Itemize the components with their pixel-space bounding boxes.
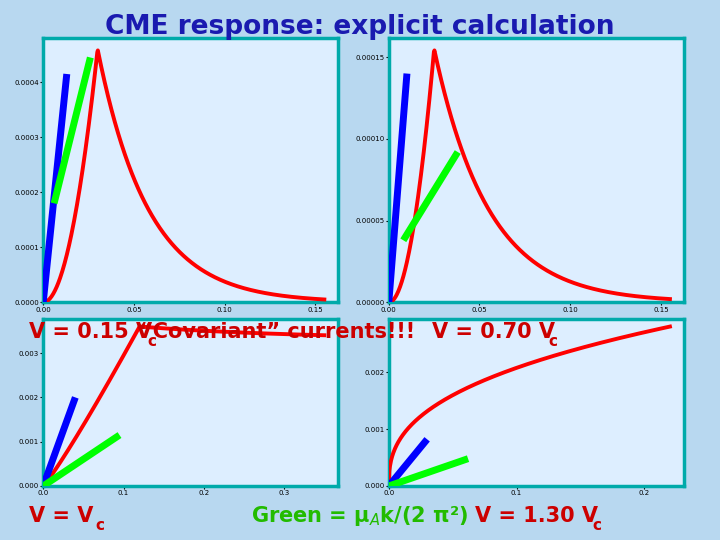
Text: V = 0.15 V: V = 0.15 V: [29, 322, 152, 342]
Text: c: c: [593, 518, 602, 533]
Text: c: c: [148, 334, 157, 349]
Text: V = V: V = V: [29, 505, 93, 526]
Text: “Covariant” currents!!!: “Covariant” currents!!!: [139, 322, 415, 342]
Text: c: c: [549, 334, 557, 349]
Text: V = 0.70 V: V = 0.70 V: [432, 322, 555, 342]
Text: CME response: explicit calculation: CME response: explicit calculation: [105, 14, 615, 39]
Text: Green = μ$_A$k/(2 π²): Green = μ$_A$k/(2 π²): [251, 504, 469, 528]
Text: V = 1.30 V: V = 1.30 V: [475, 505, 598, 526]
Text: c: c: [95, 518, 104, 533]
